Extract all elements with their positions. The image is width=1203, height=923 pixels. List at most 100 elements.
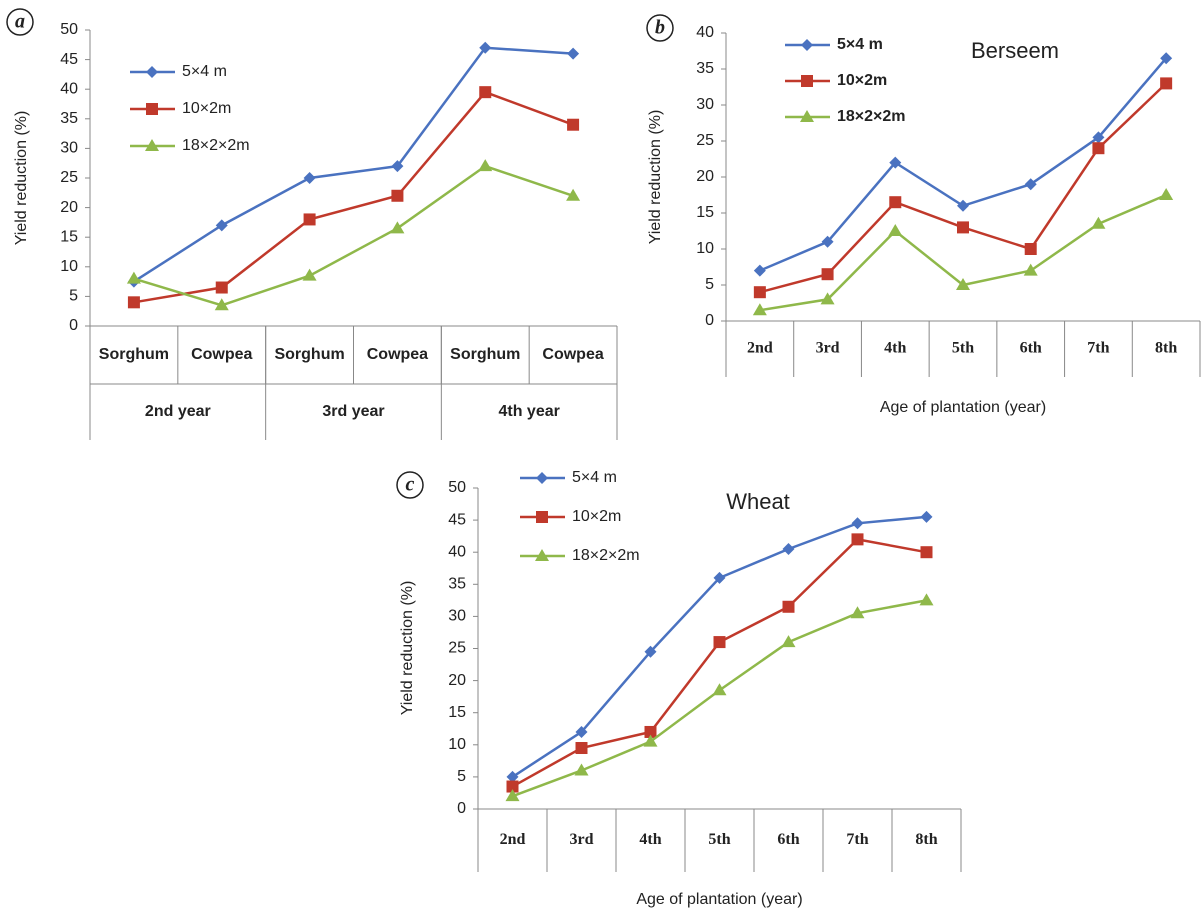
panel-label: b [655,17,665,39]
chart-title: Wheat [726,489,790,514]
y-tick-label: 35 [448,576,466,593]
marker [302,268,317,281]
y-tick-label: 30 [60,140,78,157]
marker [644,645,657,658]
marker [752,303,767,316]
marker [215,219,228,232]
x-tick-label: 2nd [500,831,526,848]
marker [391,189,404,202]
y-tick-label: 30 [448,608,466,625]
marker [391,160,404,173]
marker [643,734,658,747]
marker [506,770,519,783]
legend-label: 18×2×2m [572,547,640,564]
series-line [133,90,574,304]
marker [126,271,141,284]
x-tick-label: 3rd [816,340,840,357]
marker [1160,77,1173,90]
marker [644,725,657,738]
marker [303,172,316,184]
x-tick-label: 3rd [570,831,594,848]
panel-label: a [15,11,25,33]
x-axis-label: Age of plantation (year) [636,891,802,908]
marker [919,593,934,606]
marker [781,635,796,648]
y-tick-label: 50 [60,21,78,38]
x-tick-label: Cowpea [191,346,252,363]
x-tick-label: Sorghum [99,346,169,363]
series-line [759,82,1168,294]
y-tick-label: 45 [60,51,78,68]
group-label: 2nd year [145,403,211,420]
series-line [512,599,927,798]
marker [1024,178,1037,191]
y-tick-label: 10 [448,736,466,753]
marker [782,600,795,613]
legend-marker [536,511,548,523]
x-tick-label: 2nd [747,340,773,357]
x-tick-label: 6th [1020,340,1042,357]
marker [820,292,835,305]
marker [821,235,834,248]
y-tick-label: 15 [448,704,466,721]
marker [575,742,588,755]
y-tick-label: 0 [457,800,466,817]
y-tick-label: 35 [696,60,714,77]
marker [1092,142,1105,155]
panel-badge [646,14,674,42]
legend-label: 10×2m [572,508,621,525]
marker [957,199,969,212]
series-line [759,193,1167,312]
legend-label: 5×4 m [572,469,617,486]
marker [479,86,492,99]
marker [851,517,864,530]
x-tick-label: Cowpea [367,346,428,363]
marker [390,221,405,234]
x-tick-label: Sorghum [450,346,520,363]
y-axis-label: Yield reduction (%) [399,581,416,716]
x-tick-label: 7th [1087,340,1109,357]
x-tick-label: Cowpea [542,346,603,363]
marker [1091,216,1106,229]
y-tick-label: 15 [696,204,714,221]
y-tick-label: 10 [60,258,78,275]
marker [889,156,902,169]
x-tick-label: 5th [708,831,730,848]
x-tick-label: 8th [915,831,937,848]
y-tick-label: 30 [696,96,714,113]
marker [1159,188,1174,200]
series-line [133,164,574,307]
y-tick-label: 5 [705,276,714,293]
marker [1092,131,1105,144]
marker [478,159,493,172]
legend-marker [146,103,158,115]
marker [574,763,589,776]
marker [920,546,933,559]
marker [888,224,903,236]
y-tick-label: 25 [696,132,714,149]
marker [1024,243,1037,255]
y-tick-label: 40 [60,80,78,97]
legend-marker [145,139,159,151]
x-tick-label: 8th [1155,340,1177,357]
chart-title: Berseem [971,38,1059,63]
y-axis-label: Yield reduction (%) [647,110,664,245]
legend-label: 5×4 m [182,63,227,80]
marker [566,188,581,201]
marker [713,571,726,584]
legend-marker [801,39,813,51]
marker [567,47,580,60]
marker [575,725,588,738]
marker [782,542,795,555]
marker [505,789,520,802]
x-tick-label: 4th [884,340,906,357]
marker [821,268,834,281]
marker [889,196,902,209]
marker [850,606,865,619]
marker [957,221,969,234]
y-tick-label: 25 [60,169,78,186]
marker [713,636,726,649]
legend-label: 18×2×2m [837,108,906,125]
marker [567,118,580,131]
